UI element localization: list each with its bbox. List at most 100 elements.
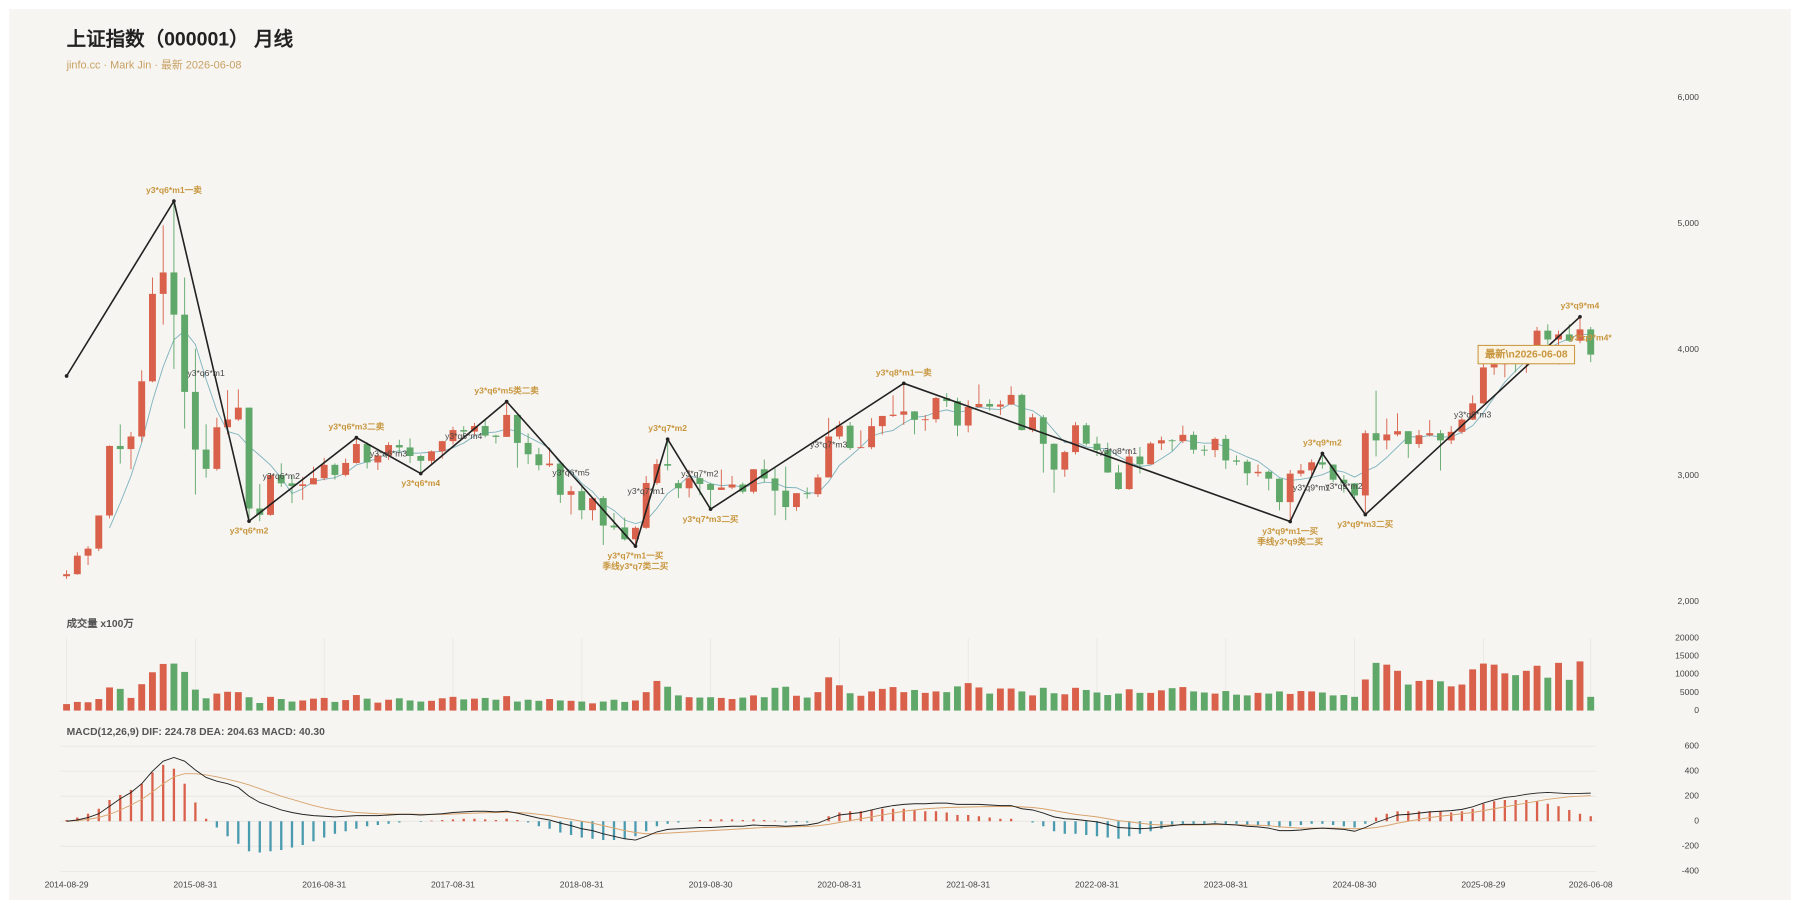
candle-body	[589, 498, 596, 511]
zigzag-label: y3*q6*m4	[401, 478, 440, 488]
volume-bar	[707, 697, 715, 711]
volume-bar	[73, 701, 81, 711]
candle-body	[835, 425, 843, 437]
volume-bar	[310, 698, 317, 711]
volume-bar	[513, 701, 521, 711]
volume-bar	[599, 701, 607, 711]
candle-body	[1404, 431, 1412, 445]
macd-bar	[655, 821, 659, 827]
candle-body	[535, 454, 543, 466]
x-tick-label: 2023-08-31	[1204, 879, 1248, 889]
zigzag-point	[354, 435, 359, 440]
volume-bar	[1082, 689, 1090, 711]
macd-bar	[967, 814, 970, 822]
volume-bar	[342, 700, 350, 711]
macd-bar	[1117, 821, 1120, 839]
volume-bar	[331, 701, 339, 711]
volume-bar	[1383, 664, 1391, 711]
zigzag-point	[1578, 314, 1582, 319]
macd-bar	[376, 821, 379, 826]
candle-body	[674, 483, 682, 489]
volume-bar	[728, 699, 736, 711]
volume-bar	[846, 693, 854, 711]
volume-bar	[878, 688, 886, 711]
zigzag-label: y3*q9*m2	[1303, 437, 1342, 447]
macd-bar	[1310, 821, 1313, 824]
macd-bar	[1289, 821, 1292, 827]
ma-line	[109, 330, 1591, 529]
macd-bar	[505, 818, 508, 822]
candle-body	[1340, 479, 1348, 484]
candle-body	[632, 527, 639, 540]
macd-bar	[172, 768, 176, 822]
volume-bar	[288, 701, 296, 711]
candle-body	[159, 272, 167, 294]
zigzag-point	[1288, 519, 1293, 524]
candle-body	[1104, 450, 1112, 473]
candle-body	[1286, 473, 1294, 503]
candle-body	[1276, 478, 1283, 503]
macd-bar	[1074, 821, 1077, 834]
x-tick-label: 2018-08-31	[560, 879, 604, 889]
volume-bar	[1297, 691, 1305, 711]
volume-bar	[1211, 693, 1219, 711]
volume-bar	[814, 692, 822, 711]
volume-bar	[911, 689, 918, 711]
volume-bar	[1415, 680, 1423, 711]
candle-body	[996, 404, 1004, 407]
candle-body	[1050, 443, 1058, 470]
volume-bar	[1050, 693, 1058, 711]
volume-bar	[363, 698, 371, 711]
volume-bar	[524, 699, 532, 711]
volume-bar	[299, 700, 307, 711]
volume-bar	[1318, 692, 1326, 711]
volume-bar	[267, 696, 274, 711]
y-tick-label: 10000	[1675, 669, 1699, 679]
volume-bar	[1007, 688, 1015, 711]
latest-box	[1477, 344, 1576, 365]
volume-bar	[996, 688, 1004, 711]
volume-bar	[213, 693, 221, 711]
candle-body	[1587, 329, 1595, 355]
macd-bar	[730, 819, 734, 822]
candle-body	[245, 407, 253, 509]
candle-body	[717, 487, 725, 490]
candle-body	[342, 462, 350, 475]
candle-body	[417, 456, 425, 461]
candle-body	[1061, 452, 1069, 470]
volume-bar	[932, 691, 940, 711]
candle-body	[782, 490, 790, 508]
candle-body	[1361, 433, 1369, 496]
macd-bar	[194, 802, 197, 822]
zigzag-point	[665, 437, 670, 442]
volume-bar	[1254, 692, 1262, 711]
volume-bar	[674, 695, 682, 711]
candle-body	[138, 381, 146, 437]
x-tick-label: 2021-08-31	[946, 879, 990, 889]
candle-body	[1029, 417, 1037, 431]
volume-bar	[868, 691, 876, 711]
volume-bar	[1190, 691, 1198, 711]
x-tick-label: 2020-08-31	[817, 879, 861, 889]
candle-body	[814, 477, 822, 495]
volume-bar	[1147, 692, 1155, 711]
macd-bar	[741, 819, 744, 822]
volume-bar	[642, 692, 650, 711]
volume-bar	[1522, 670, 1530, 711]
volume-bar	[149, 672, 156, 711]
volume-bar	[567, 700, 575, 711]
volume-bar	[685, 697, 693, 711]
candle-body	[1544, 330, 1552, 340]
candle-body	[385, 445, 393, 456]
candle-body	[106, 445, 113, 516]
macd-bar	[1085, 821, 1088, 836]
macd-bar	[1535, 801, 1539, 822]
macd-bar	[1417, 811, 1421, 822]
macd-bar	[269, 821, 272, 852]
volume-bar	[138, 684, 146, 711]
candle-body	[170, 272, 178, 315]
macd-bar	[430, 820, 433, 822]
segment-note: y3*q6*m3	[370, 448, 407, 458]
volume-bar	[964, 683, 972, 711]
macd-bar	[1589, 816, 1592, 822]
